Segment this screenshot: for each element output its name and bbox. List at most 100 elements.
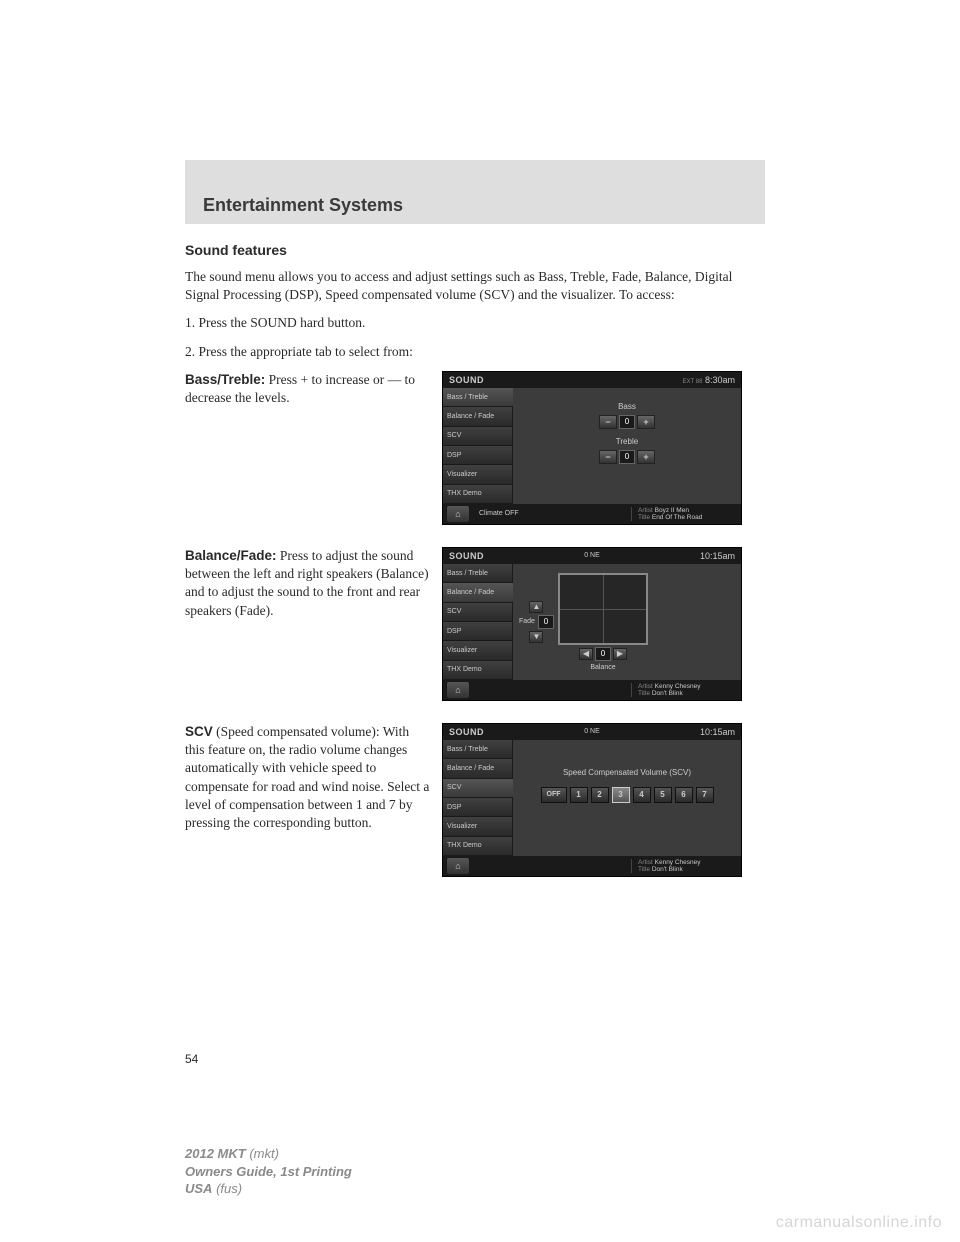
- scv-1-button[interactable]: 1: [570, 787, 588, 803]
- scv-panel-title: Speed Compensated Volume (SCV): [519, 768, 735, 777]
- screen-tabs: Bass / Treble Balance / Fade SCV DSP Vis…: [443, 740, 513, 856]
- tab-balance-fade[interactable]: Balance / Fade: [443, 583, 513, 602]
- screen-bottombar: ⌂ Climate OFF Artist Boyz II Men Title E…: [443, 504, 741, 524]
- screen-compass: 0 NE: [584, 552, 600, 559]
- page-content: Entertainment Systems Sound features The…: [185, 160, 765, 899]
- page-number: 54: [185, 1052, 198, 1066]
- scv-screenshot: SOUND 0 NE 10:15am Bass / Treble Balance…: [442, 723, 742, 877]
- scv-text: SCV (Speed compensated volume): With thi…: [185, 723, 430, 832]
- tab-scv[interactable]: SCV: [443, 779, 513, 798]
- screen-compass: 0 NE: [584, 728, 600, 735]
- scv-label: SCV: [185, 724, 213, 739]
- footer-region-code: (fus): [212, 1181, 242, 1196]
- track-info: Artist Kenny Chesney Title Don't Blink: [631, 859, 741, 873]
- screen-body: Bass / Treble Balance / Fade SCV DSP Vis…: [443, 740, 741, 856]
- bass-plus-button[interactable]: +: [637, 415, 655, 429]
- scv-6-button[interactable]: 6: [675, 787, 693, 803]
- screen-tabs: Bass / Treble Balance / Fade SCV DSP Vis…: [443, 388, 513, 504]
- balance-value: 0: [595, 647, 611, 661]
- home-icon[interactable]: ⌂: [447, 682, 469, 698]
- scv-off-button[interactable]: OFF: [541, 787, 567, 803]
- treble-value: 0: [619, 450, 635, 464]
- tab-balance-fade[interactable]: Balance / Fade: [443, 407, 513, 426]
- scv-2-button[interactable]: 2: [591, 787, 609, 803]
- tab-bass-treble[interactable]: Bass / Treble: [443, 388, 513, 407]
- screen-tabs: Bass / Treble Balance / Fade SCV DSP Vis…: [443, 564, 513, 680]
- chapter-header: Entertainment Systems: [185, 160, 765, 224]
- screen-content: ▲ Fade 0 ▼ ◀ 0 ▶: [513, 564, 741, 680]
- balance-left-button[interactable]: ◀: [579, 648, 593, 660]
- screen-title: SOUND: [449, 727, 484, 737]
- tab-thx[interactable]: THX Demo: [443, 485, 513, 504]
- balance-fade-grid[interactable]: [558, 573, 648, 645]
- tab-thx[interactable]: THX Demo: [443, 837, 513, 856]
- tab-visualizer[interactable]: Visualizer: [443, 641, 513, 660]
- screen-title: SOUND: [449, 375, 484, 385]
- footer-model: 2012 MKT: [185, 1146, 246, 1161]
- footer: 2012 MKT (mkt) Owners Guide, 1st Printin…: [185, 1145, 352, 1198]
- screen-clock: EXT 88 8:30am: [683, 375, 735, 385]
- screen-title: SOUND: [449, 551, 484, 561]
- bass-treble-section: Bass/Treble: Press + to increase or — to…: [185, 371, 765, 525]
- treble-slider: Treble − 0 +: [523, 437, 731, 464]
- bass-treble-label: Bass/Treble:: [185, 372, 265, 387]
- fade-down-button[interactable]: ▼: [529, 631, 543, 643]
- balance-label: Balance: [558, 664, 648, 671]
- footer-guide: Owners Guide, 1st Printing: [185, 1164, 352, 1179]
- home-icon[interactable]: ⌂: [447, 858, 469, 874]
- tab-visualizer[interactable]: Visualizer: [443, 465, 513, 484]
- tab-dsp[interactable]: DSP: [443, 798, 513, 817]
- footer-region: USA: [185, 1181, 212, 1196]
- home-icon[interactable]: ⌂: [447, 506, 469, 522]
- section-subhead: Sound features: [185, 242, 765, 258]
- bass-value: 0: [619, 415, 635, 429]
- tab-balance-fade[interactable]: Balance / Fade: [443, 759, 513, 778]
- scv-buttons: OFF 1 2 3 4 5 6 7: [519, 787, 735, 803]
- treble-label: Treble: [523, 437, 731, 446]
- screen-clock: 10:15am: [700, 727, 735, 737]
- tab-scv[interactable]: SCV: [443, 427, 513, 446]
- tab-visualizer[interactable]: Visualizer: [443, 817, 513, 836]
- scv-4-button[interactable]: 4: [633, 787, 651, 803]
- balance-fade-label: Balance/Fade:: [185, 548, 277, 563]
- tab-thx[interactable]: THX Demo: [443, 661, 513, 680]
- tab-bass-treble[interactable]: Bass / Treble: [443, 564, 513, 583]
- fade-label: Fade: [519, 618, 535, 625]
- tab-dsp[interactable]: DSP: [443, 446, 513, 465]
- scv-5-button[interactable]: 5: [654, 787, 672, 803]
- screen-body: Bass / Treble Balance / Fade SCV DSP Vis…: [443, 388, 741, 504]
- climate-label[interactable]: Climate OFF: [473, 510, 631, 517]
- bass-treble-text: Bass/Treble: Press + to increase or — to…: [185, 371, 430, 407]
- scv-3-button[interactable]: 3: [612, 787, 630, 803]
- screen-topbar: SOUND EXT 88 8:30am: [443, 372, 741, 388]
- bass-label: Bass: [523, 402, 731, 411]
- fade-up-button[interactable]: ▲: [529, 601, 543, 613]
- screen-topbar: SOUND 0 NE 10:15am: [443, 548, 741, 564]
- watermark: carmanualsonline.info: [776, 1214, 942, 1232]
- bass-treble-screenshot: SOUND EXT 88 8:30am Bass / Treble Balanc…: [442, 371, 742, 525]
- step-2: 2. Press the appropriate tab to select f…: [185, 343, 765, 361]
- scv-desc: (Speed compensated volume): With this fe…: [185, 724, 429, 830]
- screen-bottombar: ⌂ Artist Kenny Chesney Title Don't Blink: [443, 680, 741, 700]
- balance-fade-section: Balance/Fade: Press to adjust the sound …: [185, 547, 765, 701]
- bass-slider: Bass − 0 +: [523, 402, 731, 429]
- tab-dsp[interactable]: DSP: [443, 622, 513, 641]
- tab-scv[interactable]: SCV: [443, 603, 513, 622]
- footer-model-code: (mkt): [246, 1146, 279, 1161]
- balance-grid-wrap: ◀ 0 ▶ Balance: [558, 573, 648, 671]
- screen-bottombar: ⌂ Artist Kenny Chesney Title Don't Blink: [443, 856, 741, 876]
- bass-minus-button[interactable]: −: [599, 415, 617, 429]
- treble-minus-button[interactable]: −: [599, 450, 617, 464]
- screen-clock: 10:15am: [700, 551, 735, 561]
- scv-7-button[interactable]: 7: [696, 787, 714, 803]
- scv-section: SCV (Speed compensated volume): With thi…: [185, 723, 765, 877]
- screen-body: Bass / Treble Balance / Fade SCV DSP Vis…: [443, 564, 741, 680]
- tab-bass-treble[interactable]: Bass / Treble: [443, 740, 513, 759]
- step-1: 1. Press the SOUND hard button.: [185, 314, 765, 332]
- intro-paragraph: The sound menu allows you to access and …: [185, 268, 765, 304]
- balance-fade-screenshot: SOUND 0 NE 10:15am Bass / Treble Balance…: [442, 547, 742, 701]
- screen-topbar: SOUND 0 NE 10:15am: [443, 724, 741, 740]
- chapter-title: Entertainment Systems: [203, 195, 747, 216]
- treble-plus-button[interactable]: +: [637, 450, 655, 464]
- balance-right-button[interactable]: ▶: [613, 648, 627, 660]
